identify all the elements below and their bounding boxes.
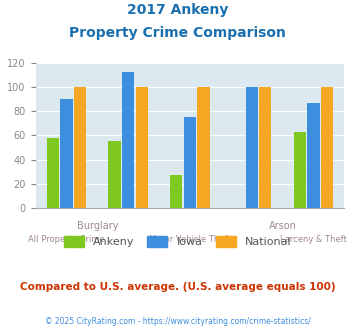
Legend: Ankeny, Iowa, National: Ankeny, Iowa, National	[59, 232, 296, 252]
Text: Burglary: Burglary	[77, 221, 118, 231]
Bar	[197, 87, 210, 208]
Bar	[246, 87, 258, 208]
Text: Property Crime Comparison: Property Crime Comparison	[69, 26, 286, 40]
Text: Motor Vehicle Theft: Motor Vehicle Theft	[149, 235, 231, 244]
Bar	[122, 72, 134, 208]
Bar	[108, 141, 121, 208]
Bar	[321, 87, 333, 208]
Bar	[47, 138, 59, 208]
Bar	[259, 87, 272, 208]
Bar	[74, 87, 86, 208]
Bar	[184, 117, 196, 208]
Text: All Property Crime: All Property Crime	[28, 235, 105, 244]
Text: 2017 Ankeny: 2017 Ankeny	[127, 3, 228, 17]
Text: Arson: Arson	[269, 221, 296, 231]
Text: Larceny & Theft: Larceny & Theft	[280, 235, 347, 244]
Text: © 2025 CityRating.com - https://www.cityrating.com/crime-statistics/: © 2025 CityRating.com - https://www.city…	[45, 317, 310, 326]
Bar	[307, 103, 320, 208]
Bar	[60, 99, 72, 208]
Text: Compared to U.S. average. (U.S. average equals 100): Compared to U.S. average. (U.S. average …	[20, 282, 335, 292]
Bar	[136, 87, 148, 208]
Bar	[294, 132, 306, 208]
Bar	[170, 175, 182, 208]
